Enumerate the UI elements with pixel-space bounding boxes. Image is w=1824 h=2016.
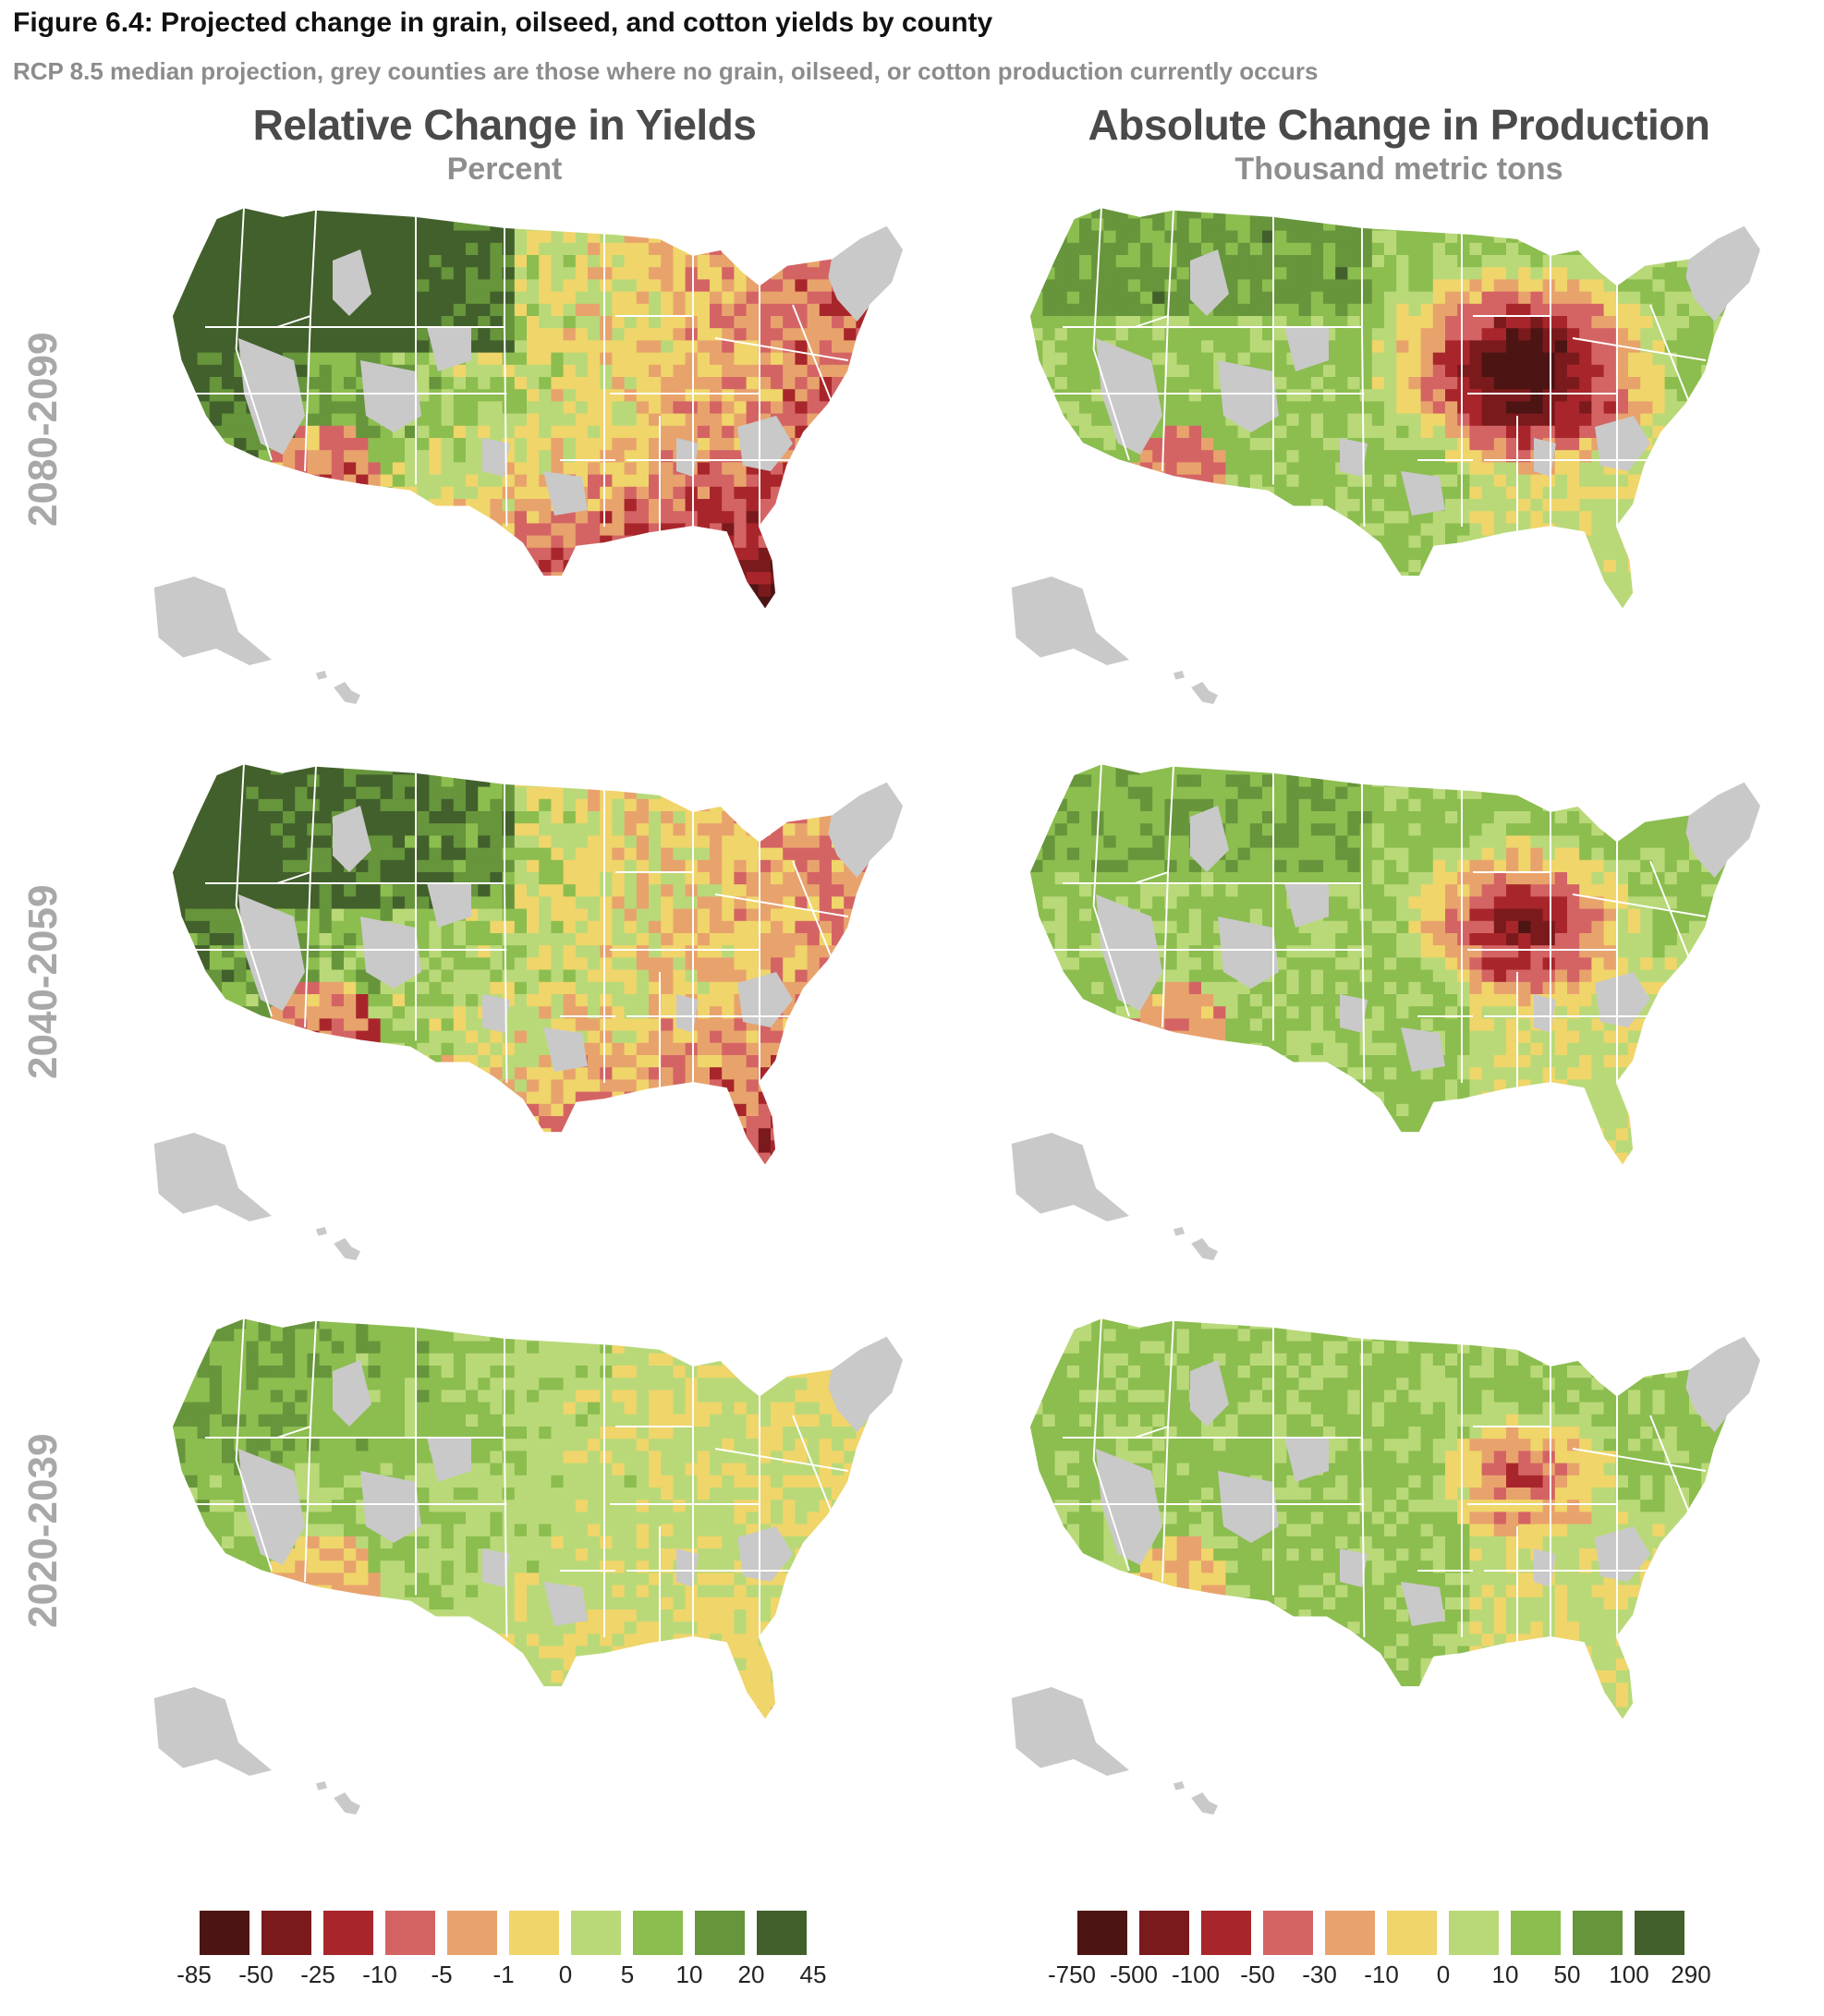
legend-absolute-swatch: [1635, 1911, 1684, 1955]
legend-relative-ticks: -85 -50 -25 -10 -5 -1 0 5 10 20 45: [176, 1961, 826, 1998]
us-outline: [171, 1317, 905, 1722]
legend-relative-swatch: [385, 1911, 435, 1955]
legend-absolute-tick-label: -750: [1047, 1961, 1097, 1988]
legend-absolute-swatch: [1511, 1911, 1561, 1955]
hawaii-shape: [1173, 671, 1218, 704]
legend-absolute-change: -750 -500 -100 -50 -30 -10 0 10 50 100 290: [1048, 1911, 1711, 1998]
county-map-svg: [1011, 206, 1762, 704]
legend-relative-tick-label: -1: [492, 1961, 515, 1988]
figure-title: Figure 6.4: Projected change in grain, o…: [13, 7, 993, 38]
figure-subtitle: RCP 8.5 median projection, grey counties…: [13, 57, 1319, 85]
county-cells: [1029, 207, 1761, 610]
us-outline: [171, 206, 905, 612]
legend-absolute-swatch: [1449, 1911, 1499, 1955]
alaska-shape: [1011, 577, 1129, 665]
legend-relative-swatch: [447, 1911, 497, 1955]
map-relative-2020-2039: [139, 1303, 915, 1839]
legend-relative-tick-label: 5: [620, 1961, 635, 1988]
column-title-relative: Relative Change in Yields: [252, 101, 757, 149]
us-outline: [171, 762, 905, 1168]
map-relative-2080-2099: [139, 192, 915, 728]
legend-absolute-tick-label: 10: [1491, 1961, 1519, 1988]
legend-absolute-swatch: [1263, 1911, 1313, 1955]
legend-relative-tick-label: 45: [799, 1961, 827, 1988]
legend-absolute-swatch: [1573, 1911, 1623, 1955]
legend-relative-tick-label: 10: [675, 1961, 703, 1988]
county-cells: [1029, 763, 1761, 1166]
legend-absolute-tick-label: -500: [1109, 1961, 1159, 1988]
county-map-svg: [153, 1317, 905, 1815]
county-cells: [172, 207, 904, 610]
legend-relative-tick-label: -5: [431, 1961, 453, 1988]
legend-relative-tick-label: 20: [737, 1961, 765, 1988]
legend-relative-tick-label: -85: [176, 1961, 212, 1988]
county-map-svg: [1011, 1317, 1762, 1815]
legend-absolute-tick-label: 290: [1671, 1961, 1711, 1988]
map-absolute-2080-2099: [996, 192, 1772, 728]
alaska-shape: [1011, 1687, 1129, 1776]
us-outline: [1028, 1317, 1762, 1722]
column-title-absolute: Absolute Change in Production: [1088, 101, 1710, 149]
map-absolute-2040-2059: [996, 748, 1772, 1284]
county-cells: [172, 1318, 904, 1720]
legend-absolute-tick-label: -10: [1364, 1961, 1399, 1988]
hawaii-shape: [1173, 1781, 1218, 1815]
legend-absolute-ticks: -750 -500 -100 -50 -30 -10 0 10 50 100 290: [1048, 1961, 1711, 1998]
alaska-shape: [153, 577, 272, 665]
column-header-absolute: Absolute Change in Production Thousand m…: [1076, 100, 1722, 188]
county-map-svg: [1011, 762, 1762, 1260]
legend-absolute-tick-label: 0: [1436, 1961, 1451, 1988]
county-cells: [172, 763, 904, 1166]
us-outline: [1028, 206, 1762, 612]
legend-relative-swatch: [261, 1911, 311, 1955]
hawaii-shape: [316, 1227, 360, 1260]
hawaii-shape: [1173, 1227, 1218, 1260]
column-unit-absolute: Thousand metric tons: [1234, 152, 1563, 187]
row-label-2080-2099: 2080-2099: [20, 332, 66, 527]
legend-absolute-swatch: [1139, 1911, 1189, 1955]
alaska-shape: [1011, 1133, 1129, 1221]
column-unit-relative: Percent: [446, 152, 563, 187]
hawaii-shape: [316, 1781, 360, 1815]
legend-absolute-tick-label: -100: [1171, 1961, 1221, 1988]
legend-absolute-swatch: [1077, 1911, 1127, 1955]
legend-absolute-swatch: [1325, 1911, 1375, 1955]
legend-relative-swatch: [571, 1911, 621, 1955]
county-map-svg: [153, 762, 905, 1260]
alaska-shape: [153, 1133, 272, 1221]
legend-relative-swatch: [323, 1911, 373, 1955]
map-relative-2040-2059: [139, 748, 915, 1284]
legend-absolute-swatch: [1201, 1911, 1251, 1955]
row-label-2020-2039: 2020-2039: [20, 1433, 66, 1628]
column-header-relative: Relative Change in Yields Percent: [181, 100, 828, 188]
legend-absolute-tick-label: 100: [1609, 1961, 1649, 1988]
legend-absolute-swatches: [1077, 1911, 1696, 1955]
county-map-svg: [153, 206, 905, 704]
legend-relative-tick-label: -50: [238, 1961, 274, 1988]
legend-absolute-tick-label: 50: [1553, 1961, 1581, 1988]
legend-absolute-tick-label: -50: [1240, 1961, 1275, 1988]
us-outline: [1028, 762, 1762, 1168]
legend-relative-swatches: [200, 1911, 819, 1955]
legend-relative-swatch: [633, 1911, 683, 1955]
legend-absolute-tick-label: -30: [1302, 1961, 1337, 1988]
legend-relative-tick-label: -10: [362, 1961, 397, 1988]
legend-relative-swatch: [695, 1911, 745, 1955]
legend-relative-change: -85 -50 -25 -10 -5 -1 0 5 10 20 45: [176, 1911, 826, 1998]
legend-absolute-swatch: [1387, 1911, 1437, 1955]
legend-relative-tick-label: 0: [558, 1961, 573, 1988]
alaska-shape: [153, 1687, 272, 1776]
legend-relative-swatch: [509, 1911, 559, 1955]
legend-relative-swatch: [757, 1911, 807, 1955]
legend-relative-swatch: [200, 1911, 249, 1955]
row-label-2040-2059: 2040-2059: [20, 884, 66, 1079]
county-cells: [1029, 1318, 1761, 1720]
map-absolute-2020-2039: [996, 1303, 1772, 1839]
hawaii-shape: [316, 671, 360, 704]
legend-relative-tick-label: -25: [300, 1961, 335, 1988]
